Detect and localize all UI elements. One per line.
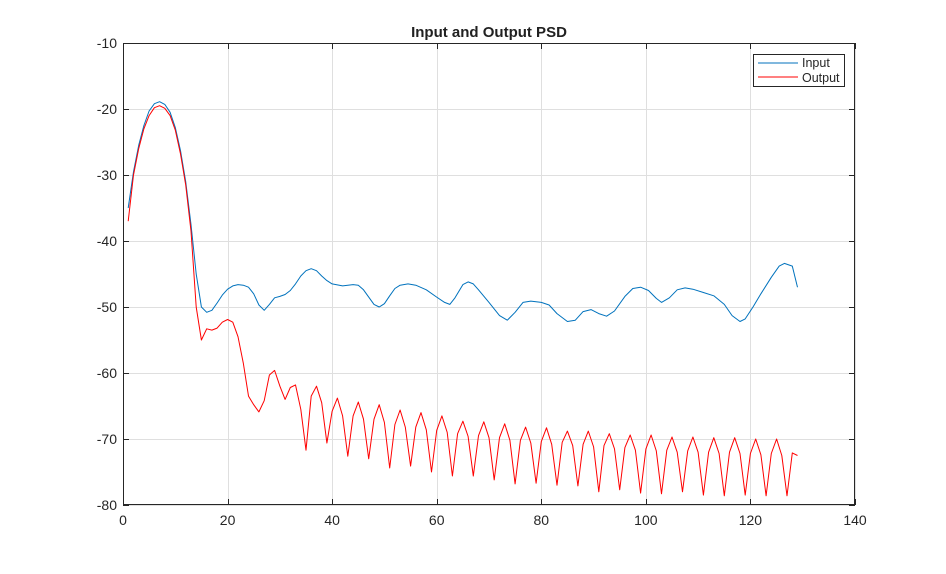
y-tick-label: -60 <box>97 365 117 381</box>
legend-box <box>753 54 845 87</box>
x-tick-label: 140 <box>843 512 867 528</box>
y-tick-label: -80 <box>97 497 117 513</box>
y-tick-label: -40 <box>97 233 117 249</box>
y-tick-label: -30 <box>97 167 117 183</box>
y-tick-label: -10 <box>97 35 117 51</box>
legend-label-input: Input <box>802 56 830 70</box>
x-tick-label: 100 <box>634 512 658 528</box>
x-tick-label: 80 <box>533 512 549 528</box>
axes-box <box>123 43 855 505</box>
y-tick-label: -20 <box>97 101 117 117</box>
series-line-output <box>127 105 798 497</box>
x-tick-label: 120 <box>739 512 763 528</box>
plot-area <box>123 43 855 505</box>
x-tick-label: 20 <box>220 512 236 528</box>
series-lines <box>127 101 798 497</box>
x-tick-label: 60 <box>429 512 445 528</box>
x-tick-label: 0 <box>119 512 127 528</box>
ticks: 0 20 40 60 80 100 120 140 -10 -20 -30 -40 -50 -60 -70 -… <box>97 35 867 528</box>
y-tick-label: -70 <box>97 431 117 447</box>
x-tick-label: 40 <box>324 512 340 528</box>
y-tick-label: -50 <box>97 299 117 315</box>
series-line-input <box>127 101 798 322</box>
legend-label-output: Output <box>802 71 840 85</box>
legend: Input Output <box>753 54 845 87</box>
chart-title: Input and Output PSD <box>411 24 567 41</box>
